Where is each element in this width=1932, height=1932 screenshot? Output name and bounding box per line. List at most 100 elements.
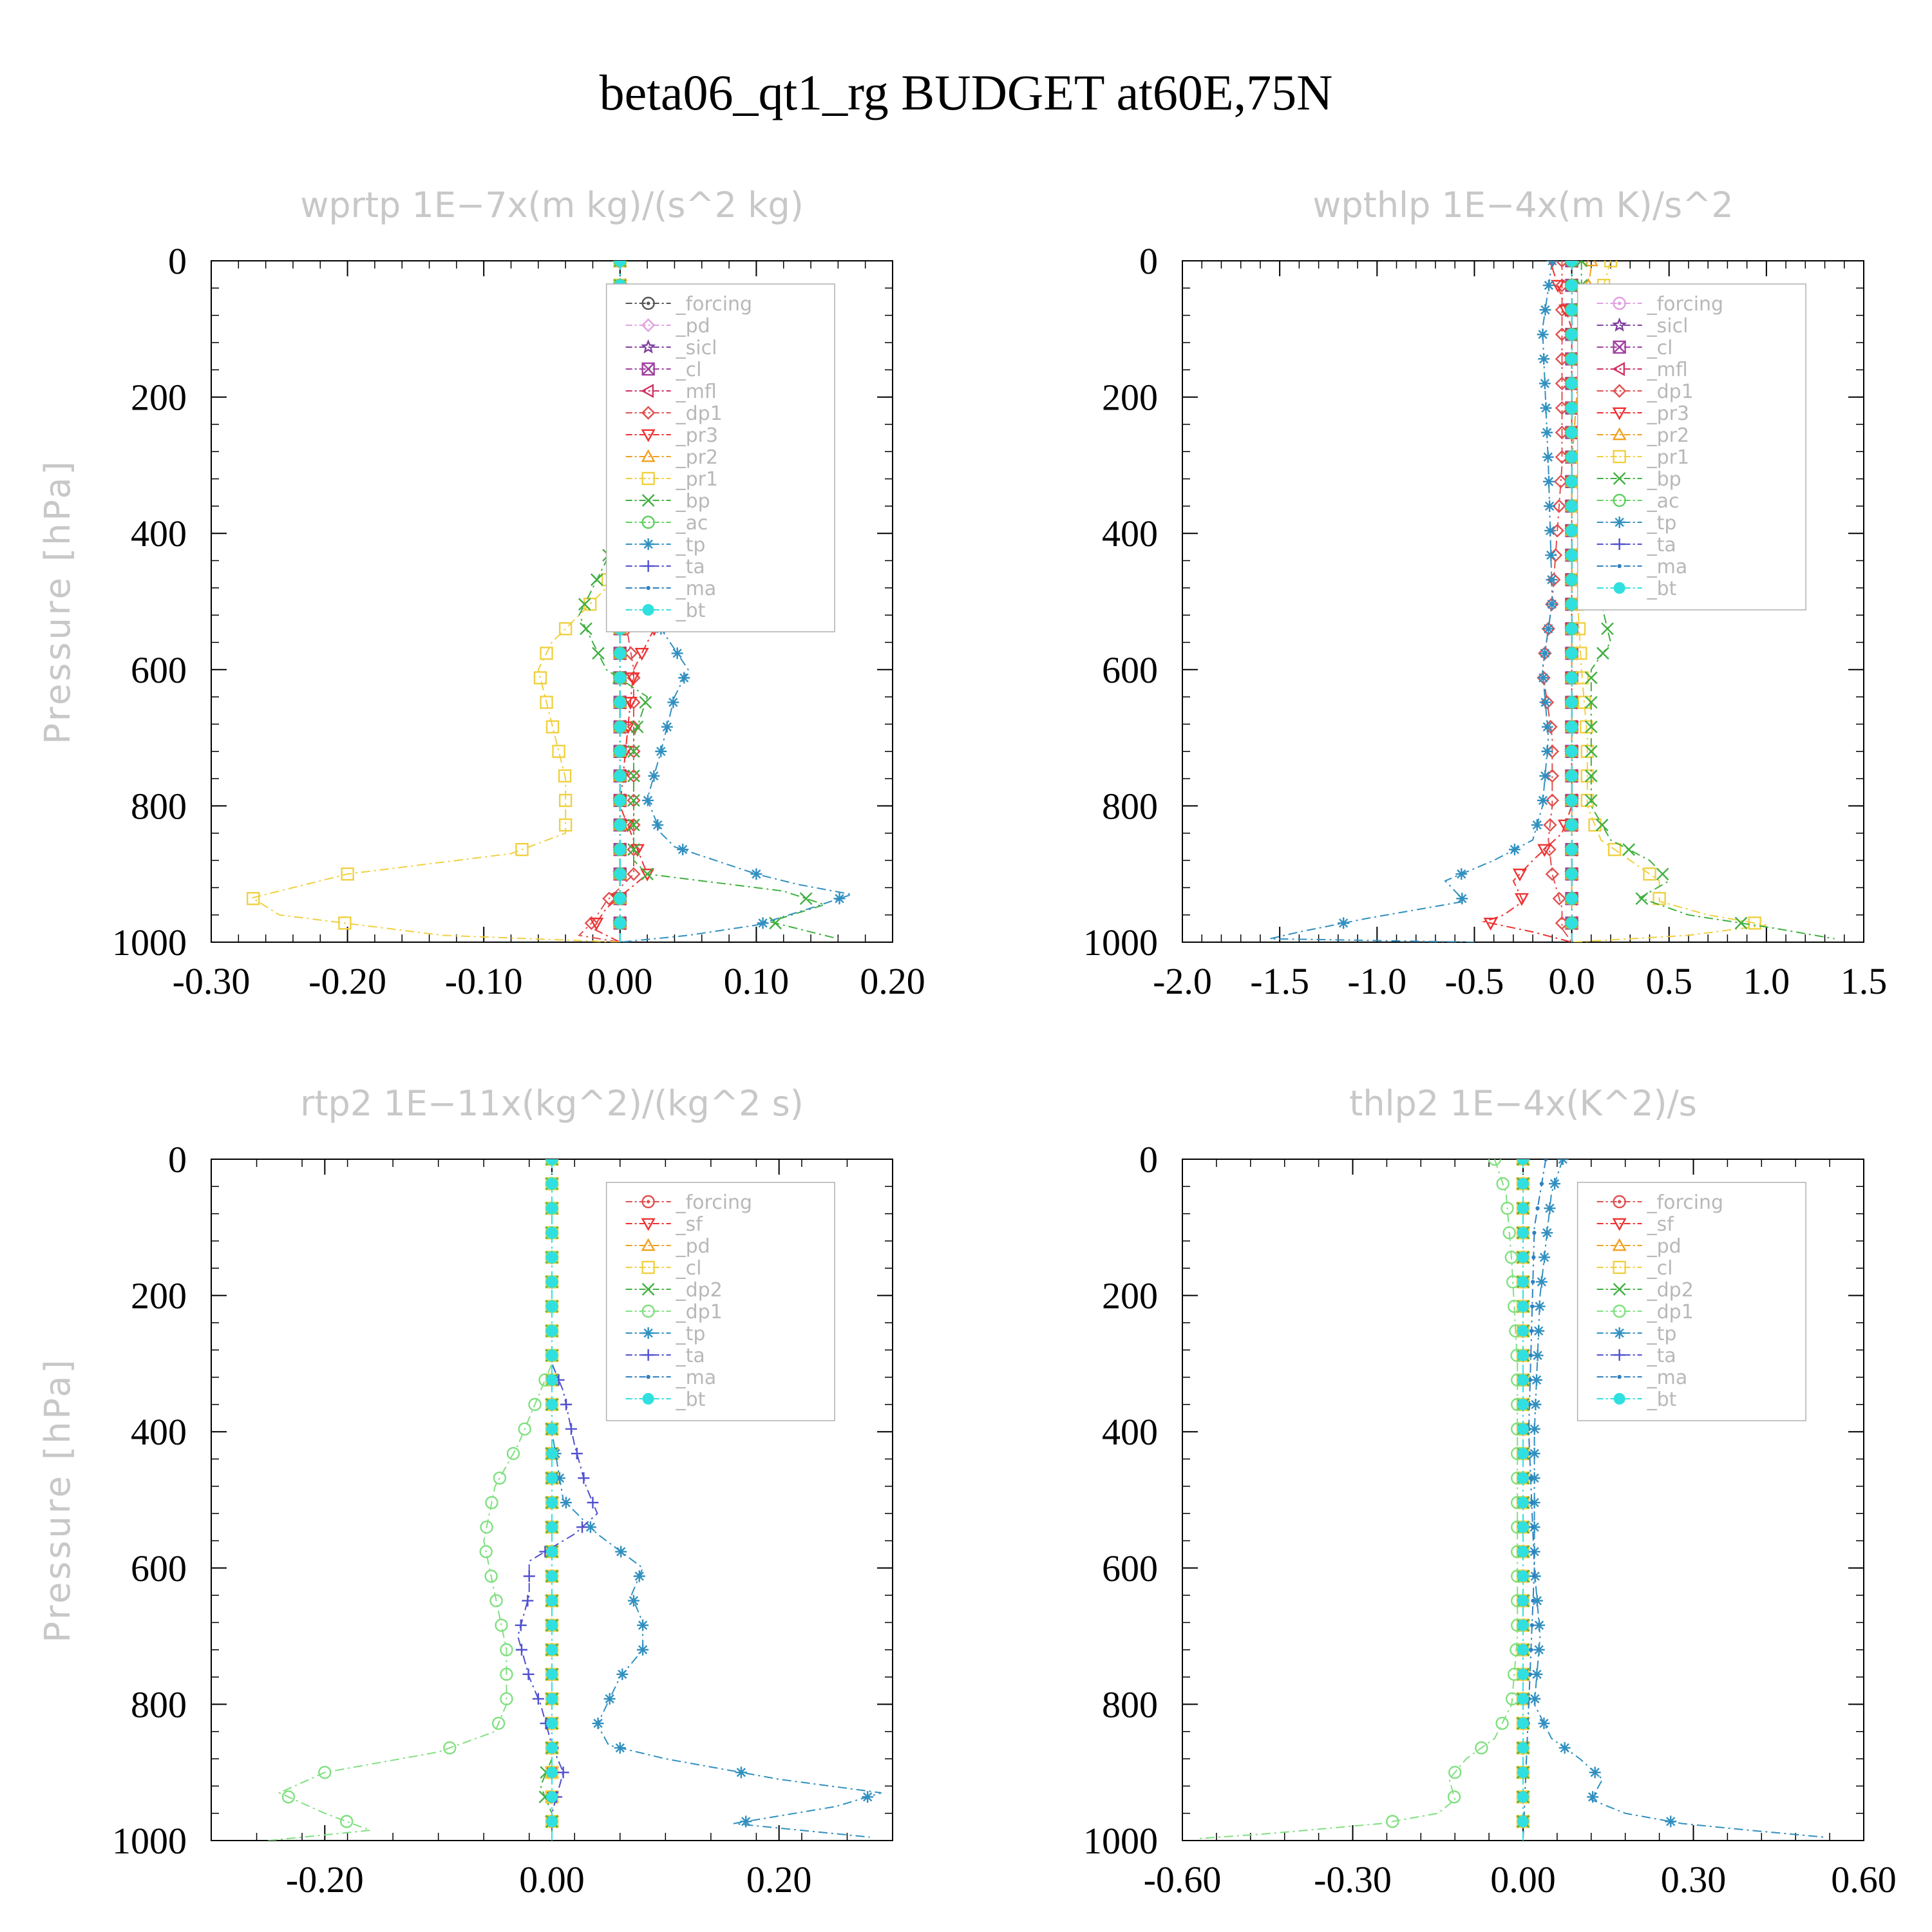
legend-entry: _bt bbox=[625, 600, 706, 622]
data-point bbox=[1504, 1251, 1519, 1264]
legend-label: _pr3 bbox=[676, 424, 718, 447]
data-point bbox=[1566, 770, 1578, 782]
legend-entry: _ma bbox=[1596, 1367, 1688, 1389]
data-point bbox=[552, 744, 565, 758]
minor-ticks bbox=[211, 260, 893, 943]
data-point bbox=[1386, 1815, 1399, 1828]
data-point bbox=[1566, 574, 1578, 586]
data-point bbox=[1566, 328, 1578, 341]
y-tick-label: 400 bbox=[1102, 1411, 1158, 1453]
data-point bbox=[1656, 867, 1669, 881]
data-point bbox=[769, 916, 782, 930]
legend-entry: _pr3 bbox=[1596, 402, 1689, 425]
data-point bbox=[1517, 1546, 1529, 1558]
legend-marker bbox=[1613, 450, 1626, 464]
x-tick-label: 0.00 bbox=[587, 960, 653, 1002]
legend-entry: _tp bbox=[625, 534, 705, 556]
y-tick-label: 400 bbox=[131, 1411, 187, 1453]
data-point bbox=[1566, 794, 1578, 806]
legend: _forcing_sicl_cl_mfl_dp1_pr3_pr2_pr1_bp_… bbox=[1577, 283, 1806, 611]
legend-marker bbox=[641, 296, 655, 310]
legend-entry: _tp bbox=[625, 1323, 705, 1345]
data-point bbox=[546, 1448, 558, 1460]
data-point bbox=[592, 647, 605, 660]
y-tick-label: 0 bbox=[1139, 1139, 1158, 1180]
legend-label: _sf bbox=[1647, 1213, 1675, 1236]
data-point bbox=[1530, 1501, 1534, 1505]
data-point bbox=[1566, 377, 1578, 390]
data-point bbox=[1566, 426, 1578, 439]
data-point bbox=[1541, 1227, 1553, 1239]
legend-marker bbox=[641, 1218, 656, 1231]
data-point bbox=[515, 1643, 527, 1656]
data-point bbox=[1542, 451, 1554, 463]
legend-label: _pd bbox=[1647, 1235, 1681, 1258]
legend-marker bbox=[1612, 427, 1627, 440]
y-tick-label: 600 bbox=[131, 649, 187, 691]
series-tp bbox=[1269, 261, 1558, 942]
legend-label: _ta bbox=[676, 556, 705, 578]
data-point bbox=[545, 720, 560, 734]
data-point bbox=[578, 1472, 590, 1484]
legend-entry: _pd bbox=[625, 1235, 710, 1258]
data-point bbox=[592, 1718, 604, 1730]
data-point bbox=[1544, 524, 1557, 536]
data-point bbox=[339, 1815, 354, 1828]
legend: _forcing_sf_pd_cl_dp2_dp1_tp_ta_ma_bt bbox=[605, 1182, 835, 1421]
data-point bbox=[540, 696, 553, 709]
legend-label: _dp1 bbox=[1647, 1301, 1694, 1323]
legend-label: _ma bbox=[1647, 1367, 1688, 1389]
data-point bbox=[1517, 1178, 1529, 1190]
x-tick-label: 0.5 bbox=[1645, 960, 1692, 1002]
y-tick-label: 0 bbox=[1139, 240, 1158, 282]
data-point bbox=[515, 1619, 527, 1631]
data-point bbox=[1517, 1325, 1529, 1337]
data-point bbox=[1517, 1742, 1529, 1754]
data-point bbox=[1584, 696, 1598, 709]
legend-label: _forcing bbox=[1647, 293, 1723, 316]
legend-label: _pr2 bbox=[1647, 424, 1689, 447]
data-point bbox=[1517, 1276, 1529, 1288]
data-point bbox=[1550, 524, 1564, 538]
data-point bbox=[1541, 745, 1553, 757]
legend-label: _ac bbox=[676, 512, 708, 535]
legend-marker bbox=[1613, 1283, 1626, 1296]
legend-box bbox=[1577, 283, 1806, 611]
data-point bbox=[1447, 1790, 1461, 1804]
series-bt bbox=[1517, 1159, 1529, 1841]
x-tick-label: 0.20 bbox=[860, 960, 925, 1002]
data-point bbox=[546, 1497, 558, 1509]
legend-entry: _ma bbox=[1596, 556, 1687, 578]
data-point bbox=[641, 867, 654, 881]
data-point bbox=[532, 1692, 544, 1705]
legend-entry: _sf bbox=[625, 1213, 703, 1236]
x-tick-label: 0.0 bbox=[1548, 960, 1595, 1002]
data-point bbox=[1544, 1159, 1548, 1162]
data-point bbox=[623, 697, 638, 710]
data-point bbox=[627, 1595, 639, 1607]
data-point bbox=[485, 1496, 498, 1510]
data-point bbox=[1502, 1226, 1516, 1240]
data-point bbox=[584, 916, 599, 931]
legend-marker bbox=[1613, 340, 1626, 354]
data-point bbox=[652, 819, 664, 831]
data-point bbox=[603, 1692, 616, 1705]
data-point bbox=[1566, 261, 1578, 267]
legend-marker bbox=[642, 560, 654, 572]
data-point bbox=[1529, 1692, 1541, 1705]
data-point bbox=[1495, 1716, 1509, 1730]
y-tick-label: 800 bbox=[131, 1683, 187, 1725]
y-tick-label: 800 bbox=[1102, 1683, 1158, 1725]
data-point bbox=[546, 1300, 558, 1312]
data-point bbox=[1607, 842, 1622, 857]
data-point bbox=[1546, 598, 1558, 611]
series-bt bbox=[1566, 261, 1578, 942]
data-point bbox=[495, 1618, 508, 1632]
y-tick-label: 1000 bbox=[112, 1820, 187, 1862]
data-point bbox=[1549, 1178, 1561, 1190]
data-point bbox=[614, 672, 626, 684]
y-axis-label: Pressure [hPa] bbox=[37, 1357, 78, 1642]
legend-marker bbox=[1613, 493, 1626, 507]
